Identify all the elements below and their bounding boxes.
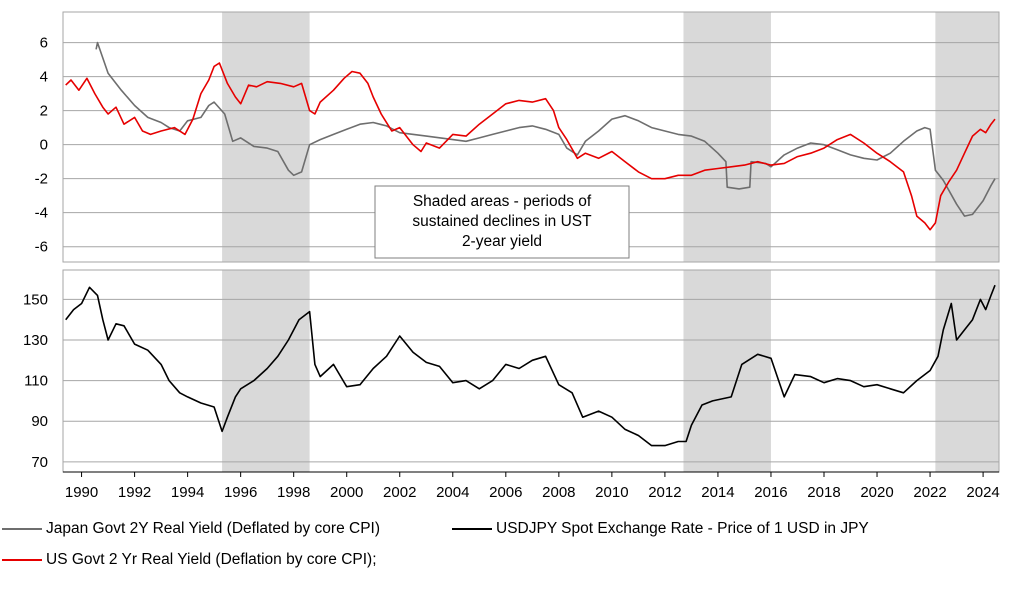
series-line-fx-0 [65,284,996,447]
y-tick-label-yield-2: 2 [40,103,48,120]
annotation-line-1: Shaded areas - periods of [413,193,592,210]
y-tick-label-yield-6: -6 [35,239,48,256]
x-tick-label-7: 2004 [436,484,469,501]
annotation-box [374,185,630,259]
y-tick-label-yield-5: -4 [35,205,48,222]
shaded-period-fx-0 [222,270,310,472]
y-tick-label-yield-3: 0 [40,137,48,154]
y-tick-label-fx-4: 70 [31,454,48,471]
shaded-period-yield-1 [683,12,771,262]
x-tick-label-13: 2016 [754,484,787,501]
x-tick-label-12: 2014 [701,484,734,501]
shaded-period-yield-2 [935,12,999,262]
y-tick-label-yield-0: 6 [40,35,48,52]
y-tick-label-yield-4: -2 [35,171,48,188]
plot-frame-fx [62,269,1000,473]
x-tick-label-3: 1996 [224,484,257,501]
legend-us-swatch [2,559,42,561]
x-tick-label-1: 1992 [118,484,151,501]
x-tick-label-4: 1998 [277,484,310,501]
annotation-line-3: 2-year yield [462,233,542,250]
x-tick-label-16: 2022 [913,484,946,501]
x-tick-label-9: 2008 [542,484,575,501]
legend-japan-swatch [2,528,42,530]
legend-usdjpy: USDJPY Spot Exchange Rate - Price of 1 U… [452,520,869,538]
x-tick-label-8: 2006 [489,484,522,501]
real-yield-panel: 6 4 2 0 -2 -4 -6 [35,11,1000,263]
legend-us: US Govt 2 Yr Real Yield (Deflation by co… [2,551,377,569]
usdjpy-panel: 150 130 110 90 70 1990 1992 1994 1996 1998 2000 200… [23,269,1000,501]
legend-japan: Japan Govt 2Y Real Yield (Deflated by co… [2,520,380,538]
shaded-areas-annotation: Shaded areas - periods of sustained decl… [374,185,630,259]
annotation-line-2: sustained declines in UST [412,213,592,230]
x-tick-label-0: 1990 [65,484,98,501]
x-tick-label-10: 2010 [595,484,628,501]
y-tick-label-fx-3: 90 [31,413,48,430]
y-tick-label-fx-1: 130 [23,332,48,349]
shaded-period-yield-0 [222,12,310,262]
x-tick-label-6: 2002 [383,484,416,501]
x-tick-label-11: 2012 [648,484,681,501]
x-tick-label-2: 1994 [171,484,204,501]
y-tick-label-yield-1: 4 [40,69,48,86]
shaded-period-fx-1 [683,270,771,472]
y-tick-label-fx-2: 110 [24,373,48,390]
series-line-yield-1 [65,62,996,231]
y-tick-label-fx-0: 150 [23,291,48,308]
x-tick-label-14: 2018 [807,484,840,501]
series-line-yield-0 [95,41,996,217]
legend-usdjpy-label: USDJPY Spot Exchange Rate - Price of 1 U… [496,520,869,537]
x-tick-label-5: 2000 [330,484,363,501]
plot-frame-yield [62,11,1000,263]
legend-us-label: US Govt 2 Yr Real Yield (Deflation by co… [46,551,377,568]
x-tick-label-17: 2024 [966,484,999,501]
legend-japan-label: Japan Govt 2Y Real Yield (Deflated by co… [46,520,380,537]
x-tick-label-15: 2020 [860,484,893,501]
legend-usdjpy-swatch [452,528,492,530]
